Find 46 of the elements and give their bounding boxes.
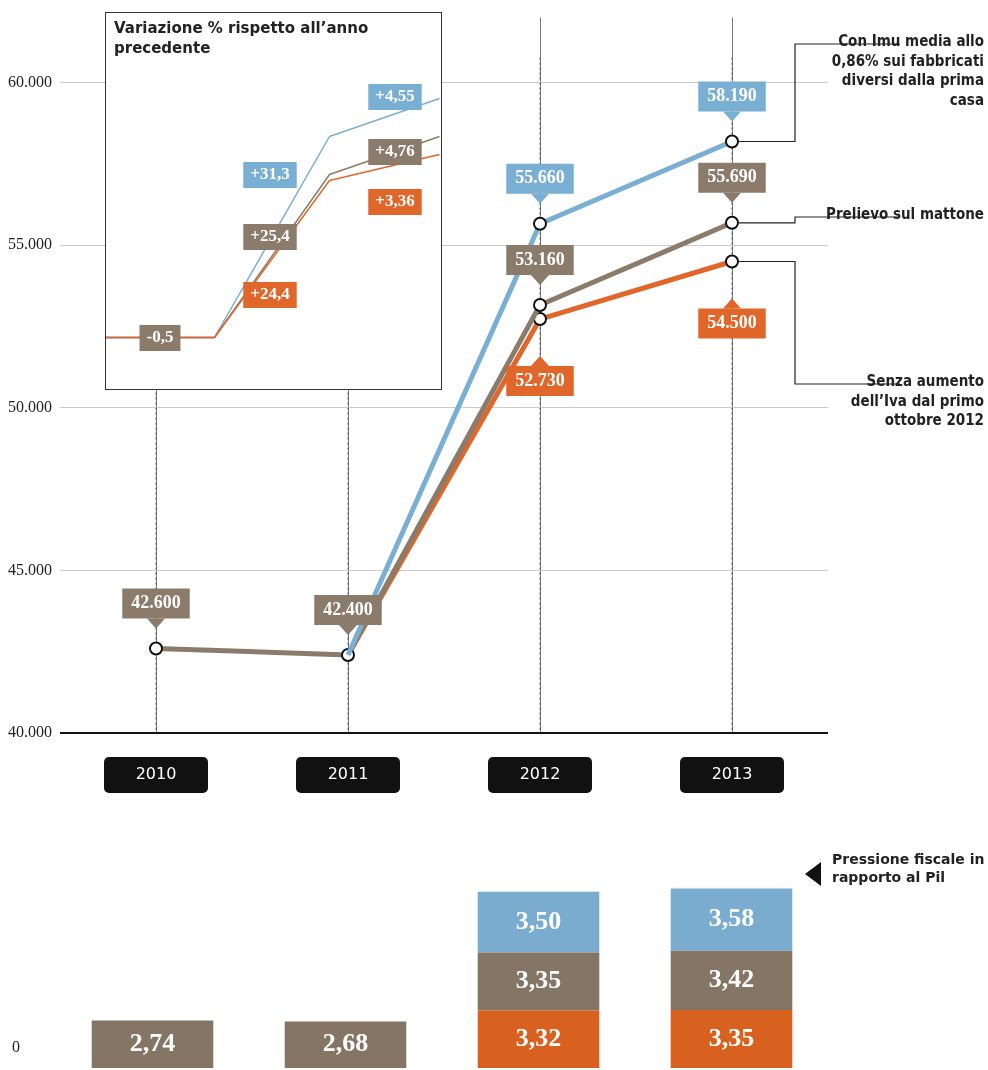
y-tick-label: 40.000	[8, 723, 52, 741]
data-label: 2,68	[322, 1028, 369, 1058]
text: Con Imu media allo 0,86% sui fabbricati diversi dalla prima casa	[830, 32, 984, 110]
data-label: 42.400	[323, 598, 373, 619]
bar	[91, 1020, 214, 1068]
annotation: +31,3	[250, 164, 290, 184]
bar	[477, 952, 600, 1011]
y-tick-label: 60.000	[8, 72, 52, 90]
data-label: 53.160	[515, 248, 565, 269]
text: Prelievo sul mattone	[825, 205, 984, 225]
data-label: 54.500	[707, 312, 757, 333]
annotation: +24,4	[250, 284, 291, 304]
data-label: 3,50	[515, 905, 562, 935]
annotation: -0,5	[146, 327, 174, 347]
data-label: 3,35	[515, 965, 562, 995]
data-label: 2,74	[129, 1027, 176, 1057]
x-tick-label: 2010	[135, 764, 177, 784]
text: Variazione % rispetto all’anno precedente	[114, 19, 370, 58]
y-tick-label: 45.000	[8, 560, 52, 578]
y-tick-label: 50.000	[8, 398, 52, 416]
data-label: 42.600	[131, 592, 181, 613]
data-label: 52.730	[515, 369, 565, 390]
data-label: 3,32	[515, 1022, 562, 1052]
data-label: 3,58	[708, 903, 755, 933]
annotation: +3,36	[375, 191, 415, 211]
data-label: 58.190	[707, 85, 757, 106]
x-tick-label: 2011	[327, 764, 369, 784]
bar	[670, 1009, 793, 1068]
bar	[284, 1021, 407, 1068]
annotation: +4,55	[375, 86, 415, 106]
annotation: 0	[12, 1038, 20, 1056]
data-label: 55.690	[707, 166, 757, 187]
chart-title: Pressione fiscale in rapporto al Pil	[832, 850, 986, 887]
annotation: +25,4	[250, 226, 291, 246]
data-label: 3,42	[708, 964, 755, 994]
data-label: 55.660	[515, 167, 565, 188]
text: Senza aumento dell’Iva dal primo ottobre 2012	[849, 372, 984, 431]
data-label: 3,35	[708, 1022, 755, 1052]
x-tick-label: 2012	[519, 764, 561, 784]
bar	[477, 1010, 600, 1068]
y-tick-label: 55.000	[8, 235, 52, 253]
bar	[477, 891, 600, 953]
bar	[670, 888, 793, 951]
annotation: +4,76	[375, 141, 415, 161]
x-tick-label: 2013	[711, 764, 753, 784]
bar	[670, 950, 793, 1010]
